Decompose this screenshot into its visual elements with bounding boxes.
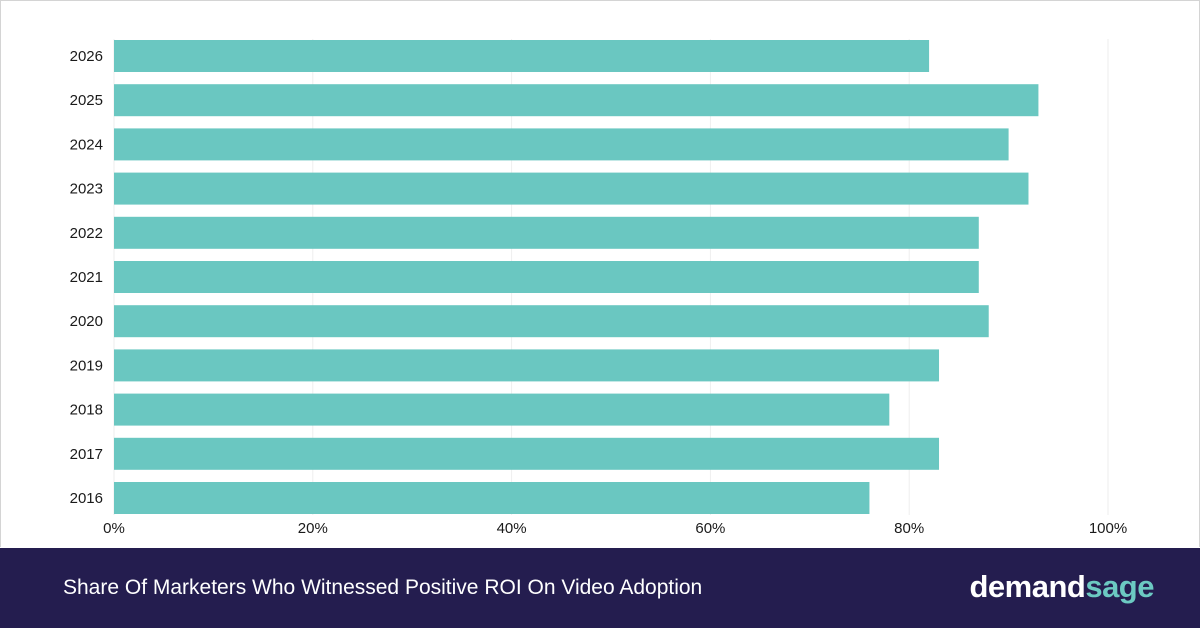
- y-tick-label: 2024: [70, 136, 103, 153]
- bar-2018: [114, 393, 890, 426]
- x-tick-label: 100%: [1089, 520, 1127, 537]
- bar-2021: [114, 261, 979, 293]
- logo-text-sage: sage: [1085, 569, 1154, 604]
- x-tick-label: 20%: [298, 520, 328, 537]
- chart-title: Share Of Marketers Who Witnessed Positiv…: [63, 576, 703, 599]
- y-tick-label: 2017: [70, 446, 103, 463]
- y-tick-label: 2019: [70, 357, 103, 374]
- logo-text-demand: demand: [969, 569, 1086, 604]
- bar-2022: [114, 216, 979, 249]
- x-tick-label: 0%: [103, 520, 125, 537]
- x-tick-label: 40%: [497, 520, 527, 537]
- bar-2024: [114, 128, 1009, 161]
- y-tick-label: 2018: [70, 402, 103, 419]
- y-tick-label: 2021: [70, 269, 103, 286]
- bar-2026: [114, 40, 930, 72]
- chart-panel: 2026 2025 2024 2023 2022 2021 2020 2019 2018 2017…: [0, 0, 1200, 547]
- y-tick-label: 2022: [70, 225, 103, 242]
- bar-2017: [114, 437, 940, 470]
- y-tick-label: 2016: [70, 490, 103, 507]
- y-tick-label: 2026: [70, 48, 103, 65]
- y-tick-label: 2020: [70, 313, 103, 330]
- x-tick-label: 80%: [894, 520, 924, 537]
- bar-2016: [114, 482, 870, 514]
- bar-chart: 2026 2025 2024 2023 2022 2021 2020 2019 2018 2017…: [70, 39, 1127, 537]
- bar-2023: [114, 172, 1029, 205]
- bar-2019: [114, 349, 940, 382]
- y-tick-label: 2025: [70, 92, 103, 109]
- brand-logo: demandsage: [969, 548, 1154, 628]
- x-tick-label: 60%: [695, 520, 725, 537]
- footer-banner: Share Of Marketers Who Witnessed Positiv…: [0, 548, 1200, 628]
- bar-2025: [114, 84, 1039, 117]
- y-tick-label: 2023: [70, 181, 103, 198]
- bar-2020: [114, 305, 989, 338]
